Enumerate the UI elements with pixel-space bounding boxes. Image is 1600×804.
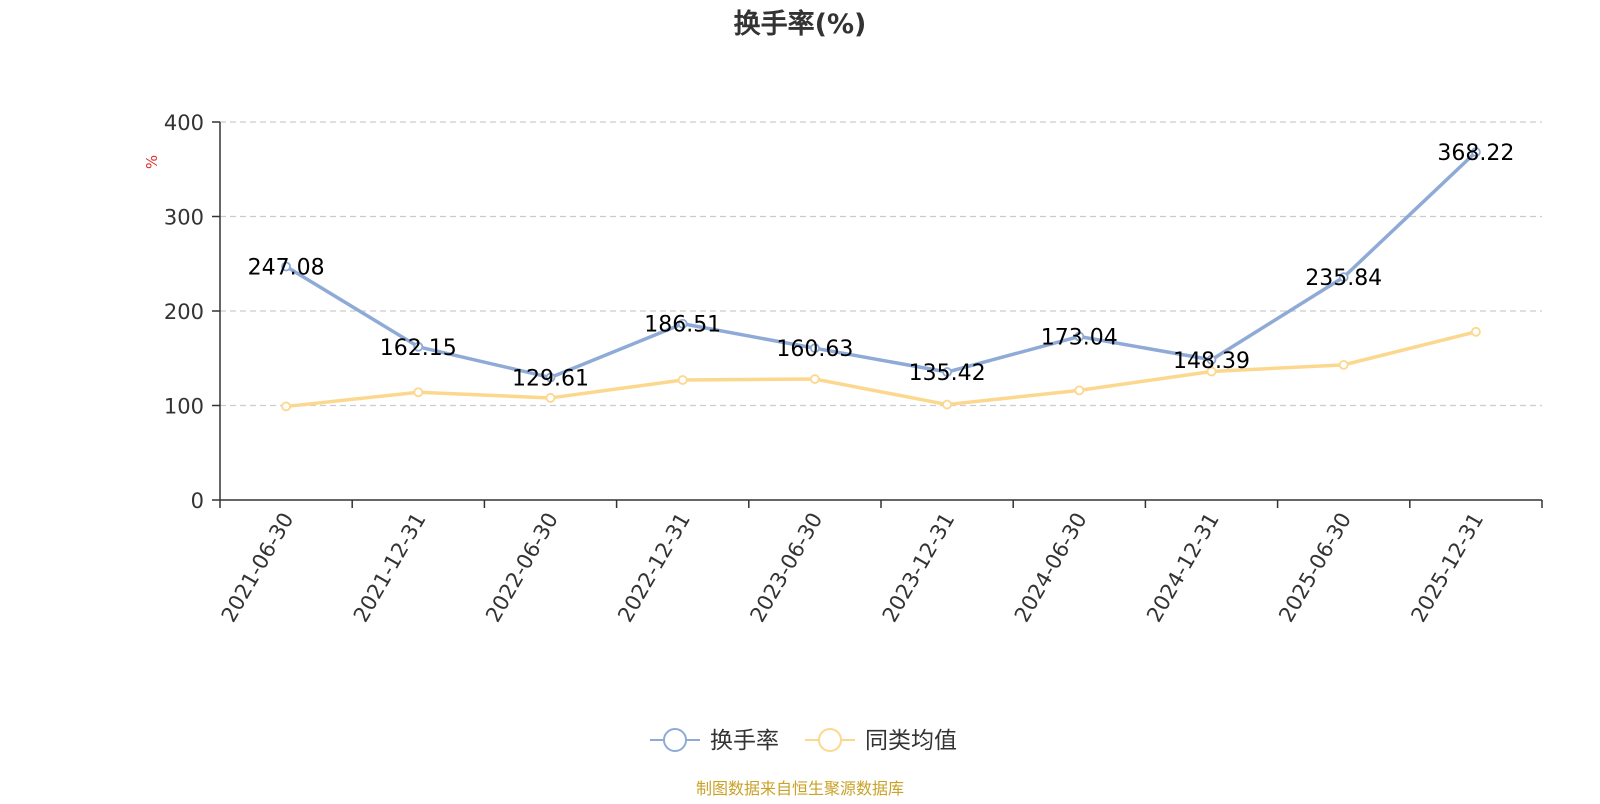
y-tick-label: 100 xyxy=(164,395,204,419)
data-point xyxy=(677,318,688,329)
legend: 换手率 同类均值 xyxy=(650,728,957,754)
x-tick-label: 2021-12-31 xyxy=(349,509,431,627)
axes: 0 100 200 300 400 2021-06-30 2021-12-31 2022-06… xyxy=(164,111,1543,627)
data-point xyxy=(1074,385,1085,396)
data-point xyxy=(413,341,424,352)
legend-label: 同类均值 xyxy=(865,728,957,754)
data-point xyxy=(1471,326,1481,337)
x-tick-label: 2022-06-30 xyxy=(481,509,563,627)
data-point xyxy=(1074,331,1085,342)
data-point xyxy=(1338,272,1349,283)
series-layer xyxy=(281,147,1481,412)
data-point xyxy=(1338,359,1349,370)
data-labels: 247.08 162.15 129.61 186.51 160.63 135.42 173.… xyxy=(248,141,1515,391)
data-point xyxy=(281,401,292,412)
y-axis-label: % xyxy=(143,155,161,169)
data-point xyxy=(810,343,820,354)
grid-lines xyxy=(220,121,1542,407)
x-tick-label: 2021-06-30 xyxy=(217,509,299,627)
x-tick-label: 2023-12-31 xyxy=(878,509,960,627)
legend-item[interactable]: 同类均值 xyxy=(805,728,957,754)
legend-label: 换手率 xyxy=(710,728,779,754)
data-point xyxy=(545,372,556,383)
x-tick-label: 2024-12-31 xyxy=(1142,509,1224,627)
data-point xyxy=(545,393,556,403)
data-point xyxy=(1206,366,1217,377)
data-point xyxy=(413,387,424,398)
x-tick-label: 2023-06-30 xyxy=(745,509,827,627)
data-label: 235.84 xyxy=(1305,266,1382,291)
data-point xyxy=(942,367,952,377)
data-label: 186.51 xyxy=(644,313,721,338)
data-point xyxy=(1471,147,1481,157)
x-tick-label: 2025-12-31 xyxy=(1406,509,1488,627)
y-tick-label: 300 xyxy=(164,206,204,230)
data-point xyxy=(281,261,292,272)
legend-item[interactable]: 换手率 xyxy=(650,728,779,754)
legend-marker xyxy=(818,728,842,752)
series-line xyxy=(284,330,1478,409)
y-tick-label: 200 xyxy=(164,300,204,324)
x-tick-label: 2025-06-30 xyxy=(1274,509,1356,627)
y-tick-label: 400 xyxy=(164,111,204,135)
data-point xyxy=(942,399,952,410)
data-label: 247.08 xyxy=(248,256,325,281)
series-line xyxy=(284,150,1478,380)
data-label: 173.04 xyxy=(1041,325,1118,350)
data-label: 368.22 xyxy=(1437,141,1514,166)
x-tick-label: 2024-06-30 xyxy=(1010,509,1092,627)
legend-marker xyxy=(663,728,687,752)
data-label: 129.61 xyxy=(512,367,589,392)
data-label: 148.39 xyxy=(1173,349,1250,374)
data-label: 135.42 xyxy=(909,361,986,386)
data-point xyxy=(1206,354,1217,365)
data-point xyxy=(810,374,820,384)
data-label: 162.15 xyxy=(380,336,457,361)
x-tick-label: 2022-12-31 xyxy=(613,509,695,627)
chart-title: 换手率(%) xyxy=(734,8,867,40)
y-tick-label: 0 xyxy=(191,489,204,513)
data-point xyxy=(677,375,688,385)
source-note: 制图数据来自恒生聚源数据库 xyxy=(696,779,904,798)
data-label: 160.63 xyxy=(776,337,853,362)
